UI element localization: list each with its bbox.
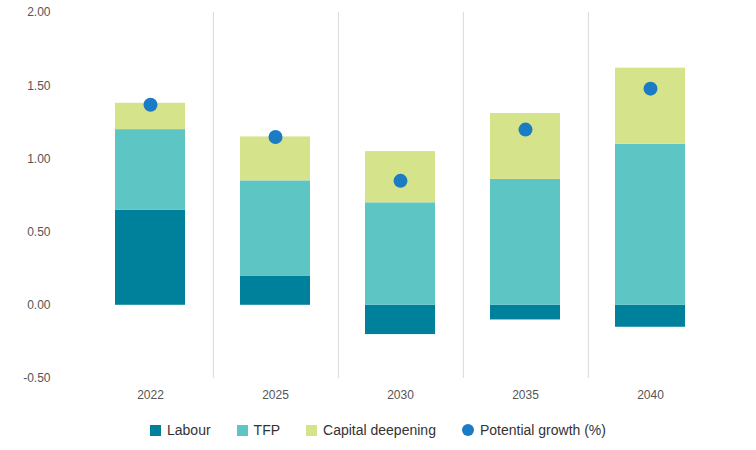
svg-text:0.00: 0.00 [27,298,51,312]
svg-text:1.50: 1.50 [27,79,51,93]
svg-text:1.00: 1.00 [27,152,51,166]
html-text:Potential growth (%): Potential growth (%) [479,422,606,438]
svg-text:2025: 2025 [262,388,289,402]
svg-text:2022: 2022 [137,388,164,402]
svg-text:2035: 2035 [512,388,539,402]
svg-text:2040: 2040 [637,388,664,402]
html-text:Labour: Labour [167,422,211,438]
svg-text:0.50: 0.50 [27,225,51,239]
svg-text:2.00: 2.00 [27,5,51,19]
html-text:TFP: TFP [253,422,280,438]
html-text:Capital deepening: Capital deepening [323,422,436,438]
svg-text:-0.50: -0.50 [23,371,51,385]
svg-text:2030: 2030 [387,388,414,402]
